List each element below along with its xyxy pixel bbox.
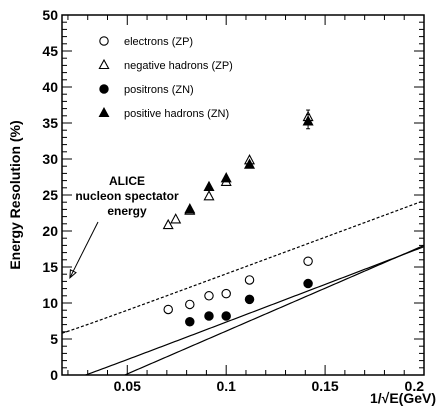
legend-marker-positive-hadrons (98, 106, 110, 117)
positive-hadrons-zn-point (184, 203, 196, 214)
positrons-zn-point (221, 311, 231, 321)
fit-curve-1 (83, 246, 424, 375)
annotation-line-2: nucleon spectator (75, 189, 179, 203)
positive-hadrons-zn-point (220, 172, 232, 183)
legend-marker-negative-hadrons (98, 58, 110, 70)
legend-marker-positrons (99, 84, 109, 94)
legend-label-positrons: positrons (ZN) (124, 84, 194, 96)
negative-hadrons-zp-point (162, 218, 174, 230)
annotation-arrowhead (69, 269, 77, 279)
y-tick-label: 15 (42, 259, 58, 275)
positrons-zn-point (303, 278, 313, 289)
fit-curve-2 (62, 200, 424, 334)
legend-label-electrons: electrons (ZP) (124, 36, 193, 48)
annotation-line-1: ALICE (109, 174, 145, 188)
x-tick-label: 0.15 (311, 378, 338, 394)
positive-hadrons-zn-point (302, 115, 314, 126)
legend-label-positive-hadrons: positive hadrons (ZN) (124, 108, 229, 120)
x-tick-label: 0.2 (405, 378, 425, 394)
y-tick-label: 25 (42, 187, 58, 203)
positrons-zn-point (244, 294, 255, 305)
y-tick-label: 35 (42, 115, 58, 131)
legend-label-negative-hadrons: negative hadrons (ZP) (124, 60, 233, 72)
fit-curves (62, 200, 424, 375)
alice-annotation: ALICE nucleon spectator energy (69, 174, 179, 279)
positrons-zn-point (185, 316, 195, 327)
legend-marker-electrons (99, 36, 109, 46)
annotation-arrow (69, 221, 99, 279)
positive-hadrons-zn-point (203, 180, 215, 192)
y-tick-label: 0 (50, 367, 58, 383)
y-tick-label: 10 (42, 295, 58, 311)
electrons-zp-point (221, 288, 231, 299)
x-tick-label: 0.05 (114, 378, 141, 394)
electrons-zp-point (163, 304, 173, 315)
fit-curve-4 (123, 244, 424, 375)
x-axis-label: 1/√E(GeV) (370, 390, 436, 406)
negative-hadrons-zp-point (203, 190, 215, 201)
electrons-zp-point (204, 291, 214, 301)
annotation-line-3: energy (107, 204, 147, 218)
y-tick-label: 30 (42, 151, 58, 167)
axis-ticks: 0 5 10 15 20 25 30 35 40 45 50 0.05 0.1 0.15 0.2 (42, 7, 425, 394)
y-tick-label: 5 (50, 331, 58, 347)
negative-hadrons-zp-point (170, 213, 182, 224)
y-axis-label: Energy Resolution (%) (7, 120, 23, 269)
positrons-zn-point (204, 311, 214, 321)
y-tick-label: 50 (42, 7, 58, 23)
electrons-zp-point (303, 256, 313, 266)
electrons-zp-point (244, 275, 255, 285)
electrons-zp-point (185, 299, 195, 310)
legend: electrons (ZP) negative hadrons (ZP) pos… (98, 36, 233, 120)
y-tick-label: 20 (42, 223, 58, 239)
positive-hadrons-zn-point (243, 158, 256, 169)
y-tick-label: 45 (42, 43, 58, 59)
data-markers (162, 109, 314, 327)
y-tick-label: 40 (42, 79, 58, 95)
x-tick-label: 0.1 (216, 378, 236, 394)
